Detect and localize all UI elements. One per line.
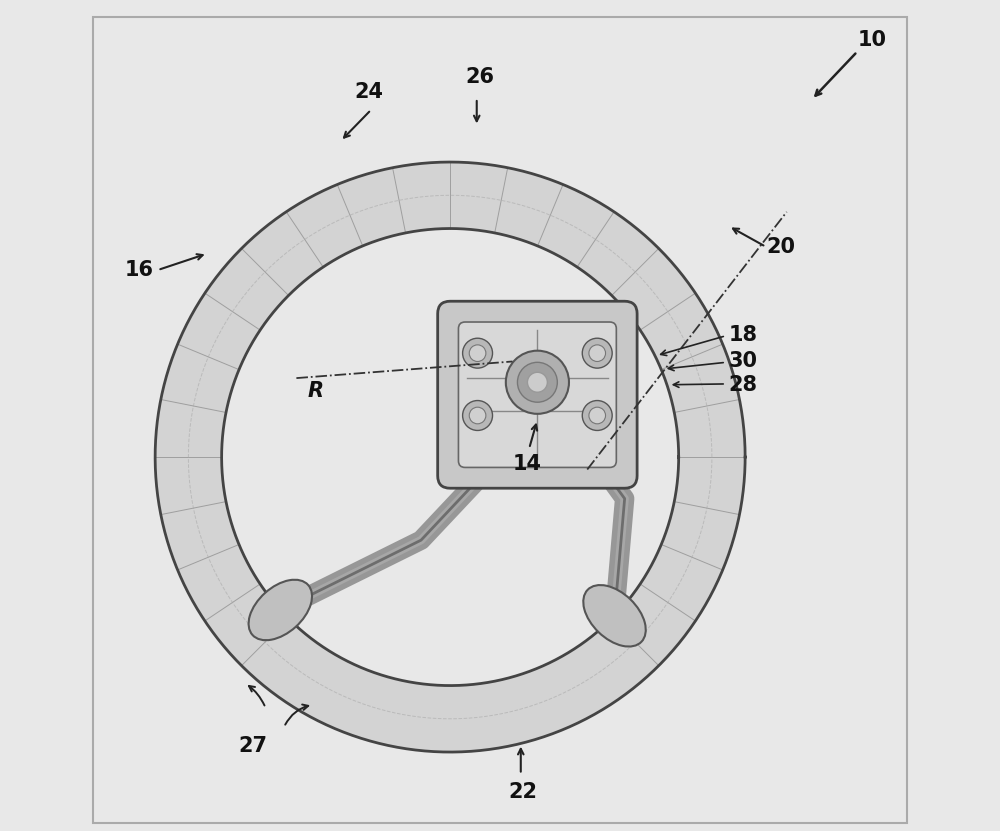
Circle shape — [589, 407, 606, 424]
Polygon shape — [155, 162, 745, 752]
Text: 18: 18 — [729, 325, 758, 345]
Circle shape — [469, 345, 486, 361]
FancyBboxPatch shape — [458, 322, 616, 467]
Text: 16: 16 — [124, 260, 153, 280]
Circle shape — [589, 345, 606, 361]
Text: 14: 14 — [512, 454, 541, 474]
Text: 10: 10 — [857, 30, 886, 50]
Text: 20: 20 — [766, 238, 795, 258]
Circle shape — [527, 372, 547, 392]
Ellipse shape — [583, 585, 646, 647]
Circle shape — [517, 362, 557, 402]
FancyBboxPatch shape — [93, 17, 907, 823]
Text: R: R — [307, 381, 323, 401]
Circle shape — [463, 338, 493, 368]
Circle shape — [582, 401, 612, 430]
Circle shape — [469, 407, 486, 424]
Text: 30: 30 — [729, 352, 758, 371]
Text: 28: 28 — [729, 375, 758, 395]
FancyBboxPatch shape — [438, 302, 637, 489]
Text: 22: 22 — [508, 782, 537, 802]
Circle shape — [506, 351, 569, 414]
Ellipse shape — [249, 580, 312, 640]
Text: 24: 24 — [355, 82, 384, 102]
Circle shape — [463, 401, 493, 430]
Circle shape — [582, 338, 612, 368]
Text: 27: 27 — [238, 736, 267, 756]
Text: 26: 26 — [465, 67, 494, 87]
